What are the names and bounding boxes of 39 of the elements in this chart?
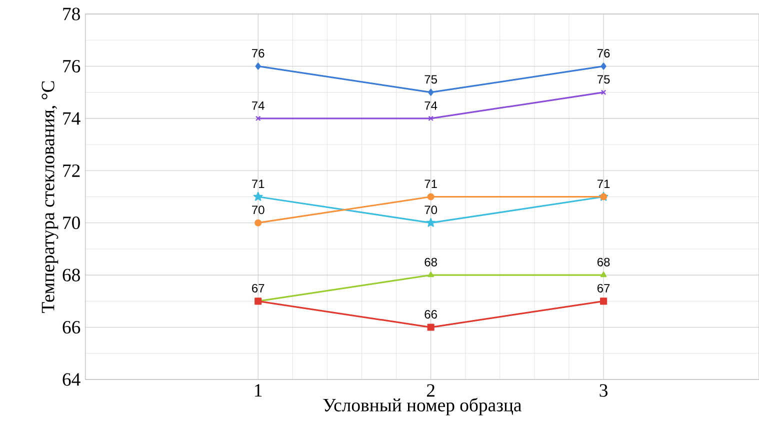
y-tick-label: 66: [62, 321, 80, 334]
data-label: 67: [597, 284, 610, 293]
data-label: 75: [424, 75, 437, 84]
y-tick-label: 70: [63, 216, 80, 230]
point: [428, 116, 434, 122]
y-tick-label: 68: [62, 268, 80, 282]
data-label: 71: [424, 180, 437, 188]
y-tick-label: 72: [63, 164, 80, 178]
point: [253, 192, 263, 202]
data-label: 70: [252, 206, 264, 214]
data-label: 70: [424, 206, 438, 214]
data-label: 74: [252, 102, 264, 110]
data-label: 71: [252, 180, 264, 188]
data-label: 75: [597, 75, 610, 84]
data-label: 68: [424, 258, 437, 267]
data-label: 76: [597, 49, 610, 58]
x-axis-title: Условный номер образца: [323, 398, 522, 416]
y-axis-title: Температура стеклования, °С: [42, 82, 58, 314]
x-tick-label: 1: [255, 384, 262, 397]
y-tick-label: 74: [63, 112, 80, 125]
point: [254, 220, 262, 227]
point: [428, 89, 434, 96]
point: [427, 193, 434, 201]
x-tick-label: 3: [600, 384, 608, 397]
point: [255, 62, 261, 70]
data-label: 68: [597, 258, 610, 267]
data-label: 71: [597, 180, 610, 188]
data-label: 74: [424, 102, 438, 110]
y-tick-label: 76: [63, 60, 80, 73]
y-tick-label: 78: [63, 8, 80, 21]
data-label: 76: [252, 49, 264, 58]
x-tick-label: 2: [426, 384, 434, 397]
point: [427, 324, 434, 332]
data-label: 67: [252, 284, 264, 293]
point: [600, 62, 606, 70]
point: [426, 218, 436, 228]
y-tick-label: 64: [62, 373, 80, 386]
point: [600, 298, 608, 305]
data-label: 66: [424, 310, 437, 319]
